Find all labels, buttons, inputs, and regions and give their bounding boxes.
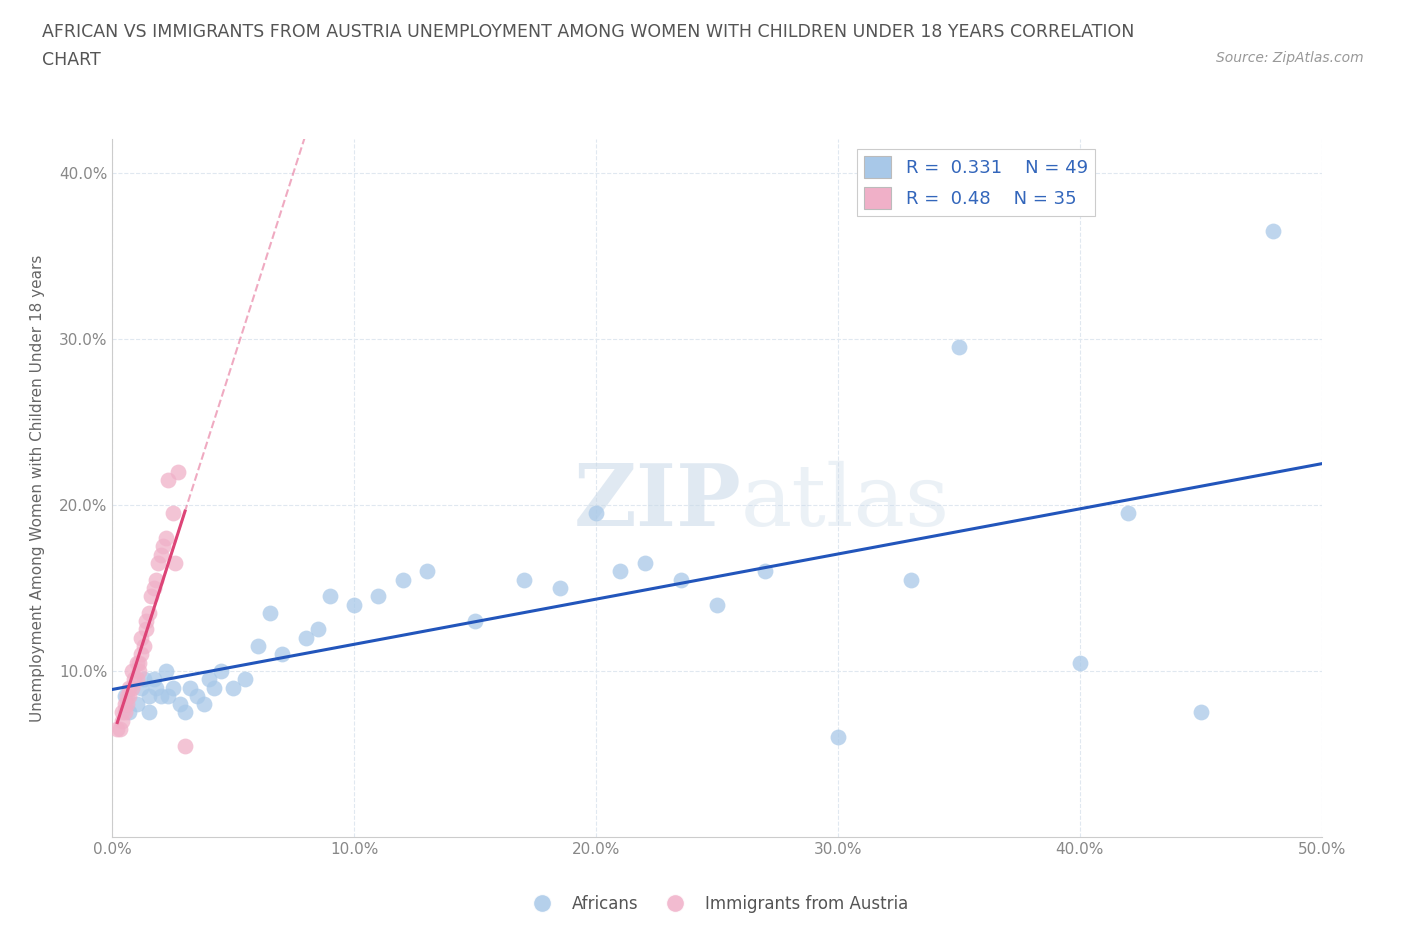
Point xyxy=(148,555,170,570)
Point xyxy=(128,663,150,678)
Point xyxy=(157,472,180,487)
Point xyxy=(157,688,180,703)
Y-axis label: Unemployment Among Women with Children Under 18 years: Unemployment Among Women with Children U… xyxy=(31,255,45,722)
Point xyxy=(416,564,439,578)
Point xyxy=(259,605,281,620)
Point xyxy=(155,531,177,546)
Point xyxy=(111,705,134,720)
Point xyxy=(179,680,201,695)
Point xyxy=(149,688,172,703)
Point xyxy=(128,655,150,670)
Point xyxy=(114,705,136,720)
Point xyxy=(609,564,631,578)
Point xyxy=(295,631,318,645)
Point xyxy=(827,730,849,745)
Point xyxy=(121,680,143,695)
Point xyxy=(174,738,197,753)
Point xyxy=(145,572,167,587)
Point xyxy=(307,622,329,637)
Point xyxy=(114,697,136,711)
Point xyxy=(948,339,970,354)
Point xyxy=(125,655,148,670)
Point xyxy=(138,688,160,703)
Legend: Africans, Immigrants from Austria: Africans, Immigrants from Austria xyxy=(519,888,915,920)
Point xyxy=(135,614,157,629)
Point xyxy=(585,506,607,521)
Point xyxy=(115,688,138,703)
Point xyxy=(105,722,128,737)
Point xyxy=(202,680,225,695)
Point xyxy=(132,639,155,654)
Point xyxy=(125,671,148,686)
Point xyxy=(118,705,141,720)
Point xyxy=(155,663,177,678)
Point xyxy=(135,622,157,637)
Point xyxy=(754,564,776,578)
Point xyxy=(162,506,184,521)
Point xyxy=(367,589,389,604)
Point xyxy=(235,671,257,686)
Point xyxy=(246,639,269,654)
Text: CHART: CHART xyxy=(42,51,101,69)
Point xyxy=(706,597,728,612)
Point xyxy=(1263,223,1285,238)
Point xyxy=(1189,705,1212,720)
Point xyxy=(111,713,134,728)
Point xyxy=(108,722,131,737)
Point xyxy=(132,671,155,686)
Point xyxy=(122,671,145,686)
Point xyxy=(138,705,160,720)
Point xyxy=(142,580,165,595)
Point xyxy=(464,614,486,629)
Point xyxy=(145,680,167,695)
Point xyxy=(131,647,153,662)
Point xyxy=(165,555,187,570)
Point xyxy=(633,555,655,570)
Point xyxy=(1116,506,1139,521)
Point xyxy=(169,697,191,711)
Point xyxy=(343,597,366,612)
Point xyxy=(131,680,153,695)
Text: Source: ZipAtlas.com: Source: ZipAtlas.com xyxy=(1216,51,1364,65)
Point xyxy=(118,680,141,695)
Point xyxy=(1069,655,1091,670)
Point xyxy=(125,697,148,711)
Point xyxy=(166,464,188,479)
Point xyxy=(193,697,215,711)
Point xyxy=(548,580,571,595)
Point xyxy=(198,671,221,686)
Point xyxy=(319,589,342,604)
Point xyxy=(115,697,138,711)
Point xyxy=(174,705,197,720)
Point xyxy=(152,539,174,554)
Point xyxy=(121,663,143,678)
Point xyxy=(149,547,172,562)
Point xyxy=(186,688,208,703)
Point xyxy=(669,572,692,587)
Point xyxy=(138,605,160,620)
Point xyxy=(141,589,163,604)
Point xyxy=(209,663,232,678)
Point xyxy=(162,680,184,695)
Text: AFRICAN VS IMMIGRANTS FROM AUSTRIA UNEMPLOYMENT AMONG WOMEN WITH CHILDREN UNDER : AFRICAN VS IMMIGRANTS FROM AUSTRIA UNEMP… xyxy=(42,23,1135,41)
Point xyxy=(391,572,413,587)
Point xyxy=(114,688,136,703)
Text: ZIP: ZIP xyxy=(574,460,741,544)
Point xyxy=(222,680,245,695)
Point xyxy=(131,631,153,645)
Text: atlas: atlas xyxy=(741,460,950,544)
Point xyxy=(512,572,534,587)
Point xyxy=(270,647,292,662)
Point xyxy=(142,671,165,686)
Point xyxy=(118,688,141,703)
Point xyxy=(900,572,922,587)
